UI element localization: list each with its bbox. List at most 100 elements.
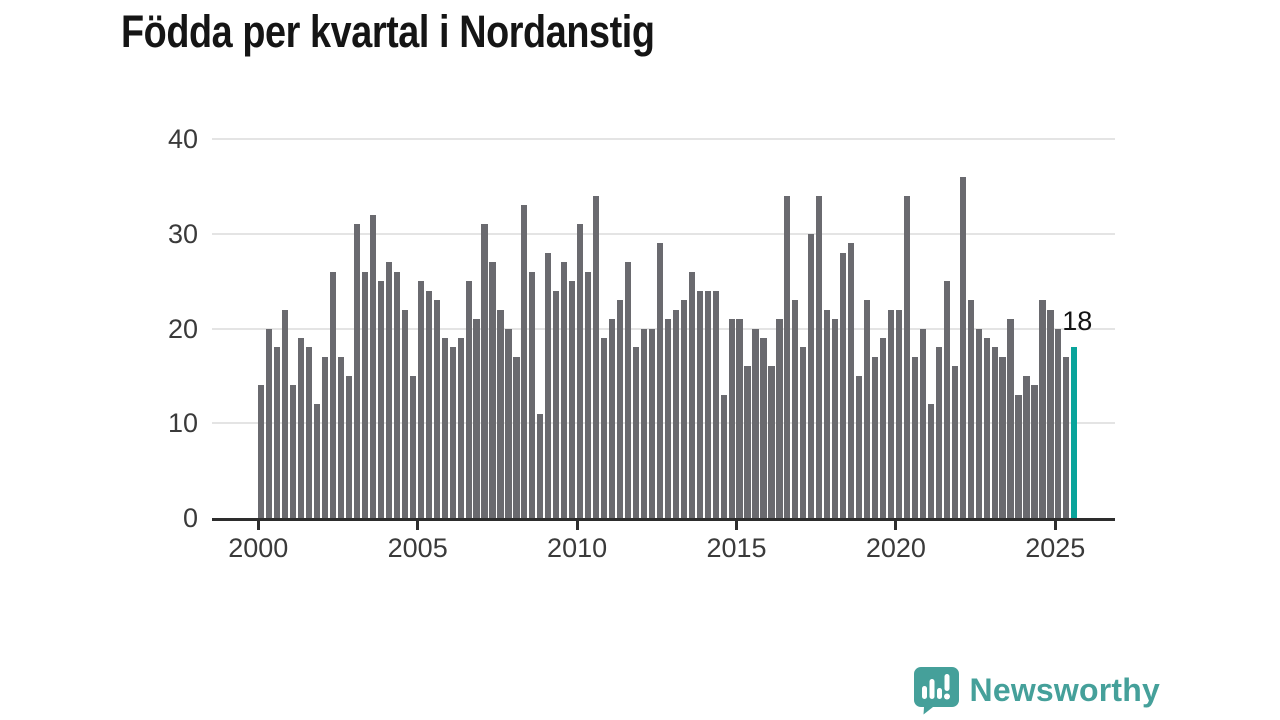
y-axis-tick-label: 30: [167, 218, 198, 249]
bar: [656, 243, 663, 518]
bar: [441, 337, 448, 518]
bar: [951, 366, 958, 518]
y-axis-tick-label: 40: [167, 124, 198, 154]
newsworthy-wordmark: Newsworthy: [969, 672, 1160, 708]
bar: [449, 347, 456, 518]
bar: [672, 309, 679, 518]
bar: [537, 413, 544, 518]
y-gridline: [212, 232, 1115, 235]
bar: [768, 366, 775, 518]
bar: [569, 281, 576, 518]
bar: [959, 176, 966, 518]
bar: [521, 205, 528, 518]
y-axis-tick-label: 0: [182, 503, 198, 533]
bar: [433, 300, 440, 518]
bar: [561, 262, 568, 518]
highlight-bar: [1071, 347, 1078, 518]
bar: [816, 195, 823, 518]
chart-title: Födda per kvartal i Nordanstig: [121, 6, 655, 57]
bar: [497, 309, 504, 518]
bar: [792, 300, 799, 518]
bar: [401, 309, 408, 518]
bar: [744, 366, 751, 518]
x-axis-tick: [735, 521, 738, 530]
bar: [1055, 328, 1062, 518]
bar: [417, 281, 424, 518]
bar: [991, 347, 998, 518]
bar: [983, 337, 990, 518]
x-axis-line: [212, 518, 1115, 521]
bar: [457, 337, 464, 518]
x-axis-tick-label: 2005: [387, 533, 448, 563]
bar: [1031, 385, 1038, 518]
bar: [824, 309, 831, 518]
x-axis-tick: [894, 521, 898, 530]
bar: [712, 290, 719, 518]
last-value-annotation: 18: [1062, 306, 1093, 337]
newsworthy-bubble-icon: [913, 667, 959, 715]
bar: [736, 319, 743, 518]
bar: [1007, 319, 1014, 518]
bar: [720, 394, 727, 518]
x-axis-tick-label: 2025: [1025, 533, 1086, 563]
bar: [943, 281, 950, 518]
bar: [624, 262, 632, 518]
bar: [728, 319, 735, 518]
x-axis-tick-label: 2020: [865, 533, 926, 563]
bar: [616, 300, 624, 518]
bar: [1039, 300, 1046, 518]
bar: [314, 404, 321, 518]
y-gridline: [212, 327, 1115, 330]
bar: [505, 328, 512, 518]
bar: [345, 375, 353, 518]
bar: [696, 290, 703, 518]
bar: [282, 309, 289, 518]
bar: [999, 356, 1006, 518]
bar: [1023, 375, 1030, 518]
bar: [369, 214, 377, 518]
bar: [465, 281, 472, 518]
bar: [361, 271, 369, 518]
bar: [274, 347, 281, 518]
bar: [298, 337, 305, 518]
bar: [585, 271, 592, 518]
bar: [290, 385, 297, 518]
bar: [848, 243, 855, 518]
x-axis-tick: [256, 521, 260, 530]
x-axis-tick-label: 2010: [547, 533, 608, 563]
bar: [1015, 394, 1022, 518]
bar: [330, 271, 337, 518]
bar: [529, 271, 536, 518]
bar: [895, 309, 903, 518]
x-axis-tick: [575, 521, 579, 530]
bar: [1047, 309, 1054, 518]
bar: [832, 319, 839, 518]
x-axis-tick: [1053, 521, 1057, 530]
y-gridline: [212, 138, 1115, 140]
x-axis-tick-label: 2000: [228, 533, 289, 563]
bar: [473, 319, 480, 518]
bar: [545, 252, 552, 518]
y-axis-tick-label: 10: [167, 408, 198, 439]
bar: [600, 337, 608, 518]
bar: [577, 224, 584, 518]
bar: [871, 356, 879, 518]
bar: [808, 233, 815, 518]
bar: [593, 195, 600, 518]
bar: [975, 328, 982, 518]
bar: [648, 328, 655, 518]
bar: [489, 262, 496, 518]
bar: [513, 356, 520, 518]
bar: [553, 290, 560, 518]
bar: [353, 224, 361, 518]
bar: [393, 271, 400, 518]
bar: [864, 300, 871, 518]
bar: [840, 252, 847, 518]
bar: [322, 356, 329, 518]
bar: [967, 300, 974, 518]
bar: [704, 290, 711, 518]
bar: [919, 328, 926, 518]
bar: [632, 347, 640, 518]
bar: [385, 262, 392, 518]
